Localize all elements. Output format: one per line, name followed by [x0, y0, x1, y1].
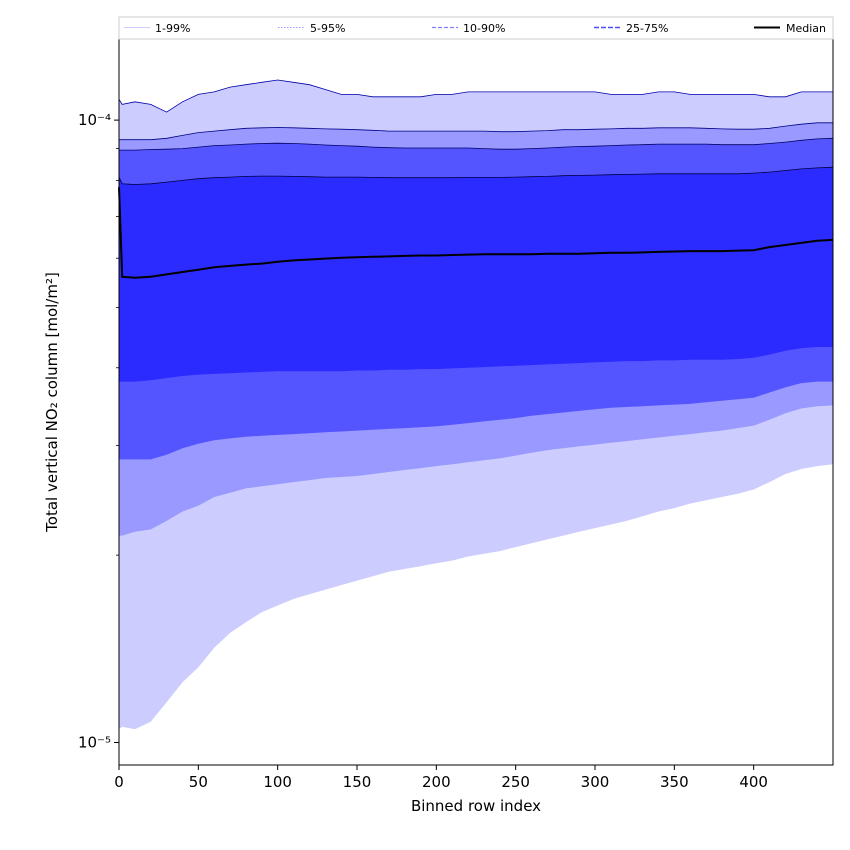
x-tick-label: 0 [114, 773, 124, 791]
x-tick-label: 400 [739, 773, 768, 791]
y-tick-label: 10⁻⁴ [78, 111, 111, 129]
band-upper-edge-25-75 [118, 166, 834, 185]
legend-label-25-75: 25-75% [626, 22, 668, 35]
x-tick-label: 200 [422, 773, 451, 791]
y-axis-label: Total vertical NO₂ column [mol/m²] [43, 272, 61, 533]
band-25-75 [119, 167, 833, 382]
band-upper-edge-10-90 [119, 137, 834, 151]
y-axis: 10⁻⁵ 10⁻⁴ [78, 111, 119, 751]
x-tick-label: 350 [660, 773, 689, 791]
legend: 1-99% 5-95% 10-90% 25-75% Median [118, 16, 834, 40]
legend-label-median: Median [786, 22, 826, 35]
x-tick-label: 150 [343, 773, 372, 791]
band-upper-edge-5-95 [119, 122, 833, 141]
x-tick-label: 50 [189, 773, 208, 791]
median-line [118, 187, 834, 279]
x-axis-label: Binned row index [411, 797, 541, 815]
legend-box [118, 16, 834, 40]
x-tick-label: 100 [263, 773, 292, 791]
legend-label-10-90: 10-90% [463, 22, 505, 35]
x-tick-label: 300 [581, 773, 610, 791]
x-axis: 0 50 100 150 200 250 300 350 400 [114, 765, 768, 791]
band-upper-edge-1-99 [118, 79, 833, 113]
x-tick-label: 250 [501, 773, 530, 791]
median-layer [118, 187, 834, 279]
legend-label-5-95: 5-95% [310, 22, 345, 35]
percentile-bands [118, 79, 834, 730]
legend-label-1-99: 1-99% [155, 22, 190, 35]
y-tick-label: 10⁻⁵ [78, 733, 111, 751]
